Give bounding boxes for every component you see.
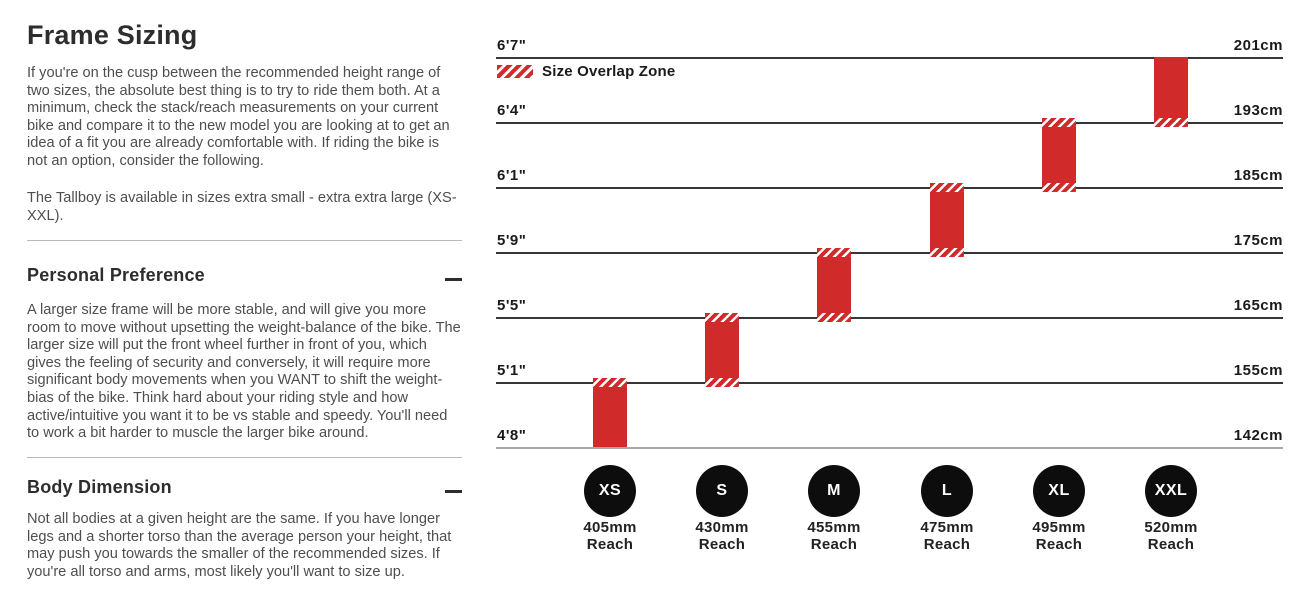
reach-label-xs: 405mm Reach [583,519,637,553]
height-label-cm: 185cm [1233,167,1283,184]
size-range-bar-m [817,248,851,322]
size-badge-xl: XL [1033,465,1085,517]
intro-paragraph: If you're on the cusp between the recomm… [27,65,450,169]
reach-label-xl: 495mm Reach [1032,519,1086,553]
height-label-cm: 193cm [1233,102,1283,119]
sizes-note-paragraph: The Tallboy is available in sizes extra … [27,190,457,224]
height-label-ft: 6'1" [497,167,527,184]
overlap-zone-top [705,313,739,322]
reach-label-l: 475mm Reach [920,519,974,553]
minus-icon [445,277,462,281]
overlap-zone-top [930,183,964,192]
reach-label-m: 455mm Reach [807,519,861,553]
size-range-bar-xl [1042,118,1076,192]
height-label-ft: 6'7" [497,37,527,54]
height-gridline [496,122,1283,124]
body-dimension-paragraph: Not all bodies at a given height are the… [27,511,452,580]
overlap-zone-bottom [817,313,851,322]
height-gridline [496,187,1283,189]
height-gridline [496,382,1283,384]
height-label-ft: 5'9" [497,232,527,249]
size-badge-xxl: XXL [1145,465,1197,517]
height-label-ft: 5'1" [497,362,527,379]
height-gridline [496,317,1283,319]
section-heading-personal-preference: Personal Preference [27,265,205,285]
sizing-text-column: Frame Sizing If you're on the cusp betwe… [27,0,462,589]
page-title: Frame Sizing [27,20,198,50]
height-label-cm: 175cm [1233,232,1283,249]
section-heading-body-dimension: Body Dimension [27,477,172,497]
overlap-zone-top [593,378,627,387]
height-label-cm: 201cm [1233,37,1283,54]
height-label-ft: 6'4" [497,102,527,119]
size-range-bar-xxl [1154,57,1188,127]
overlap-zone-bottom [930,248,964,257]
overlap-zone-bottom [1154,118,1188,127]
overlap-zone-top [817,248,851,257]
personal-preference-paragraph: A larger size frame will be more stable,… [27,302,461,442]
section-divider [27,240,462,241]
size-range-bar-l [930,183,964,257]
minus-icon [445,489,462,493]
collapse-body-dimension-button[interactable] [445,478,462,496]
size-badge-m: M [808,465,860,517]
height-label-cm: 155cm [1233,362,1283,379]
height-label-cm: 165cm [1233,297,1283,314]
size-badge-l: L [921,465,973,517]
overlap-zone-bottom [1042,183,1076,192]
size-range-bar-xs [593,378,627,447]
height-gridline [496,252,1283,254]
reach-label-xxl: 520mm Reach [1144,519,1198,553]
height-gridline [496,447,1283,449]
height-label-ft: 5'5" [497,297,527,314]
collapse-personal-preference-button[interactable] [445,266,462,284]
size-badge-s: S [696,465,748,517]
overlap-zone-hatch-icon [497,64,533,78]
chart-legend: Size Overlap Zone [497,62,676,80]
size-badge-xs: XS [584,465,636,517]
overlap-zone-bottom [705,378,739,387]
height-label-ft: 4'8" [497,427,527,444]
height-gridline [496,57,1283,59]
reach-label-s: 430mm Reach [695,519,749,553]
size-range-bar-s [705,313,739,387]
legend-label: Size Overlap Zone [542,62,676,80]
height-label-cm: 142cm [1233,427,1283,444]
section-divider [27,457,462,458]
overlap-zone-top [1042,118,1076,127]
